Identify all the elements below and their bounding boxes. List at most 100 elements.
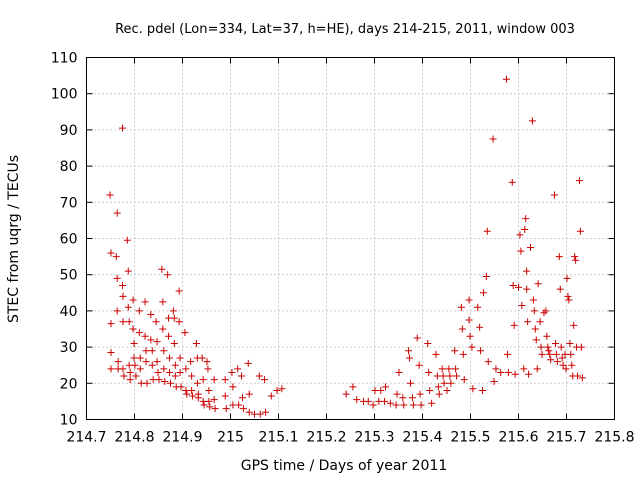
data-point: [229, 383, 237, 391]
data-point: [532, 336, 540, 344]
data-point: [504, 368, 512, 376]
data-point: [130, 339, 138, 347]
data-point: [533, 365, 541, 373]
data-point: [515, 283, 522, 291]
data-point: [544, 343, 552, 351]
data-point: [424, 339, 432, 347]
data-point: [175, 318, 183, 326]
x-tick-label: 214.9: [162, 430, 202, 446]
chart-title: Rec. pdel (Lon=334, Lat=37, h=HE), days …: [115, 22, 575, 37]
x-tick-labels: 214.7 214.8 214.9 215 215.1 215.2 215.3 215.4 21…: [66, 430, 634, 446]
data-point: [126, 368, 134, 376]
data-point: [465, 316, 473, 324]
x-tick-label: 215.3: [354, 430, 394, 446]
data-point: [165, 332, 173, 340]
data-point: [141, 298, 149, 306]
data-point: [130, 354, 138, 362]
data-point: [245, 390, 253, 398]
data-point: [221, 376, 229, 384]
data-point: [483, 227, 491, 235]
data-point: [416, 390, 424, 398]
data-point: [170, 339, 178, 347]
data-point: [447, 379, 455, 387]
x-tick-label: 215.4: [402, 430, 442, 446]
data-point: [516, 231, 524, 239]
data-point: [438, 365, 446, 373]
data-point: [452, 365, 460, 373]
data-point: [171, 361, 179, 369]
data-point: [527, 244, 534, 252]
data-point: [552, 350, 560, 358]
data-point: [167, 379, 174, 387]
data-point: [558, 354, 566, 362]
x-tick-label: 215.2: [306, 430, 346, 446]
data-point: [239, 405, 247, 413]
data-point: [158, 265, 166, 273]
x-tick-label: 215.6: [498, 430, 538, 446]
data-point: [545, 347, 553, 355]
data-point: [542, 307, 550, 315]
x-tick-label: 214.8: [114, 430, 154, 446]
data-point: [540, 309, 548, 317]
data-point: [469, 385, 477, 393]
x-axis-label: GPS time / Days of year 2011: [241, 458, 448, 474]
y-tick-label: 60: [60, 232, 78, 248]
data-point: [565, 296, 573, 304]
data-point: [210, 376, 218, 384]
y-tick-label: 30: [60, 340, 78, 356]
data-point: [377, 387, 385, 395]
data-point: [132, 372, 140, 380]
data-point: [564, 292, 572, 300]
data-point: [518, 301, 526, 309]
data-point: [342, 390, 350, 398]
data-point: [153, 358, 161, 366]
data-point: [453, 372, 461, 380]
data-point: [446, 372, 454, 380]
data-point: [405, 347, 413, 355]
data-point: [413, 334, 421, 342]
data-point: [508, 178, 516, 186]
x-tick-label: 215: [217, 430, 244, 446]
data-point: [183, 390, 191, 398]
data-point: [187, 358, 195, 366]
data-point: [556, 285, 564, 293]
data-point: [204, 365, 212, 373]
data-point: [164, 271, 172, 279]
data-point: [152, 318, 160, 326]
data-point: [228, 368, 236, 376]
data-point: [428, 399, 436, 407]
data-point: [474, 303, 482, 311]
data-point: [160, 365, 168, 373]
data-point: [555, 253, 563, 261]
data-point: [192, 339, 200, 347]
data-point: [136, 354, 144, 362]
data-point: [557, 343, 565, 351]
data-point: [135, 307, 143, 315]
data-point: [107, 320, 115, 328]
data-point: [465, 296, 473, 304]
data-point: [107, 349, 115, 357]
data-point: [572, 256, 580, 264]
data-point: [425, 368, 433, 376]
data-point: [393, 390, 401, 398]
data-point: [120, 372, 128, 380]
data-point: [524, 318, 532, 326]
data-point: [175, 287, 183, 295]
data-point: [129, 325, 137, 333]
data-point: [400, 401, 408, 409]
data-point: [159, 298, 167, 306]
data-point: [530, 307, 538, 315]
data-point: [142, 347, 150, 355]
data-point: [141, 332, 149, 340]
data-point: [489, 135, 497, 143]
data-point: [509, 282, 517, 290]
data-point: [451, 347, 459, 355]
data-point: [160, 347, 168, 355]
data-point: [267, 392, 275, 400]
data-point: [273, 387, 281, 395]
data-point: [119, 282, 126, 290]
data-point: [199, 376, 207, 384]
data-point: [106, 191, 114, 199]
data-point: [256, 410, 264, 418]
data-point: [417, 401, 425, 409]
